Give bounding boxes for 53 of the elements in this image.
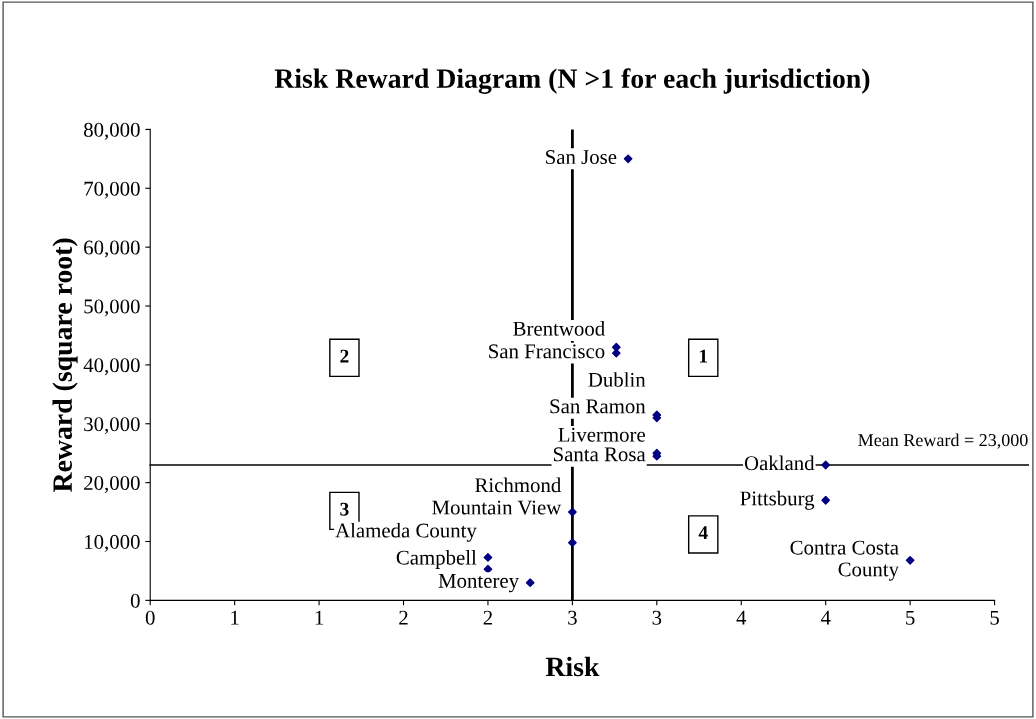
point xyxy=(568,538,577,548)
data-label: Alameda County xyxy=(335,522,477,542)
x-tick-label: 2 xyxy=(399,610,408,625)
data-label: Brentwood xyxy=(513,321,605,336)
point xyxy=(568,507,577,517)
x-tick-label: 3 xyxy=(652,610,662,625)
point xyxy=(821,460,831,470)
x-tick-label: 0 xyxy=(145,610,155,625)
x-tick-label: 3 xyxy=(568,610,577,625)
data-label: Campbell xyxy=(396,550,477,569)
data-label: San Ramon xyxy=(550,399,646,414)
y-axis-title: Reward (square root) xyxy=(52,238,78,492)
y-tick-label: 0 xyxy=(130,593,140,608)
data-label: Santa Rosa xyxy=(553,447,646,462)
y-tick-label: 60,000 xyxy=(84,240,140,258)
annotation: 1 xyxy=(699,349,708,363)
point xyxy=(905,555,915,565)
x-tick-label: 1 xyxy=(231,610,239,625)
ref-line-label: Mean Reward = 23,000 xyxy=(858,433,1028,449)
y-tick-label: 70,000 xyxy=(84,181,140,199)
x-tick-label: 4 xyxy=(820,610,831,625)
point xyxy=(611,342,621,352)
point xyxy=(483,564,493,574)
data-label: San Francisco xyxy=(489,344,605,359)
x-tick-label: 4 xyxy=(736,610,747,625)
point xyxy=(821,495,831,505)
data-label: Pittsburg xyxy=(740,490,815,510)
x-tick-label: 2 xyxy=(483,610,493,625)
data-label: Oakland xyxy=(744,455,815,471)
data-label: Monterey xyxy=(438,574,519,593)
data-label: Mountain View xyxy=(432,500,562,515)
point xyxy=(483,553,493,562)
chart-title: Risk Reward Diagram (N >1 for each jurisdiction) xyxy=(274,68,870,94)
y-tick-label: 50,000 xyxy=(84,299,140,317)
annotation: 4 xyxy=(698,526,708,540)
y-tick-label: 10,000 xyxy=(85,534,140,552)
data-label: Dublin xyxy=(588,372,646,387)
annotation: 2 xyxy=(340,349,349,363)
x-tick-label: 5 xyxy=(906,610,915,625)
data-label: Livermore xyxy=(558,427,645,442)
x-tick-label: 1 xyxy=(315,610,324,625)
annotation: 3 xyxy=(340,502,349,516)
data-label: Contra Costa County xyxy=(790,540,899,581)
point xyxy=(525,578,535,588)
y-tick-label: 30,000 xyxy=(84,417,140,435)
y-tick-label: 40,000 xyxy=(83,358,140,376)
data-label: Richmond xyxy=(475,477,562,493)
y-tick-label: 20,000 xyxy=(84,476,140,494)
x-tick-label: 5 xyxy=(990,610,999,625)
point xyxy=(623,154,633,164)
data-label: San Jose xyxy=(546,150,617,165)
y-tick-label: 80,000 xyxy=(84,122,140,140)
x-axis-title: Risk xyxy=(545,656,600,677)
